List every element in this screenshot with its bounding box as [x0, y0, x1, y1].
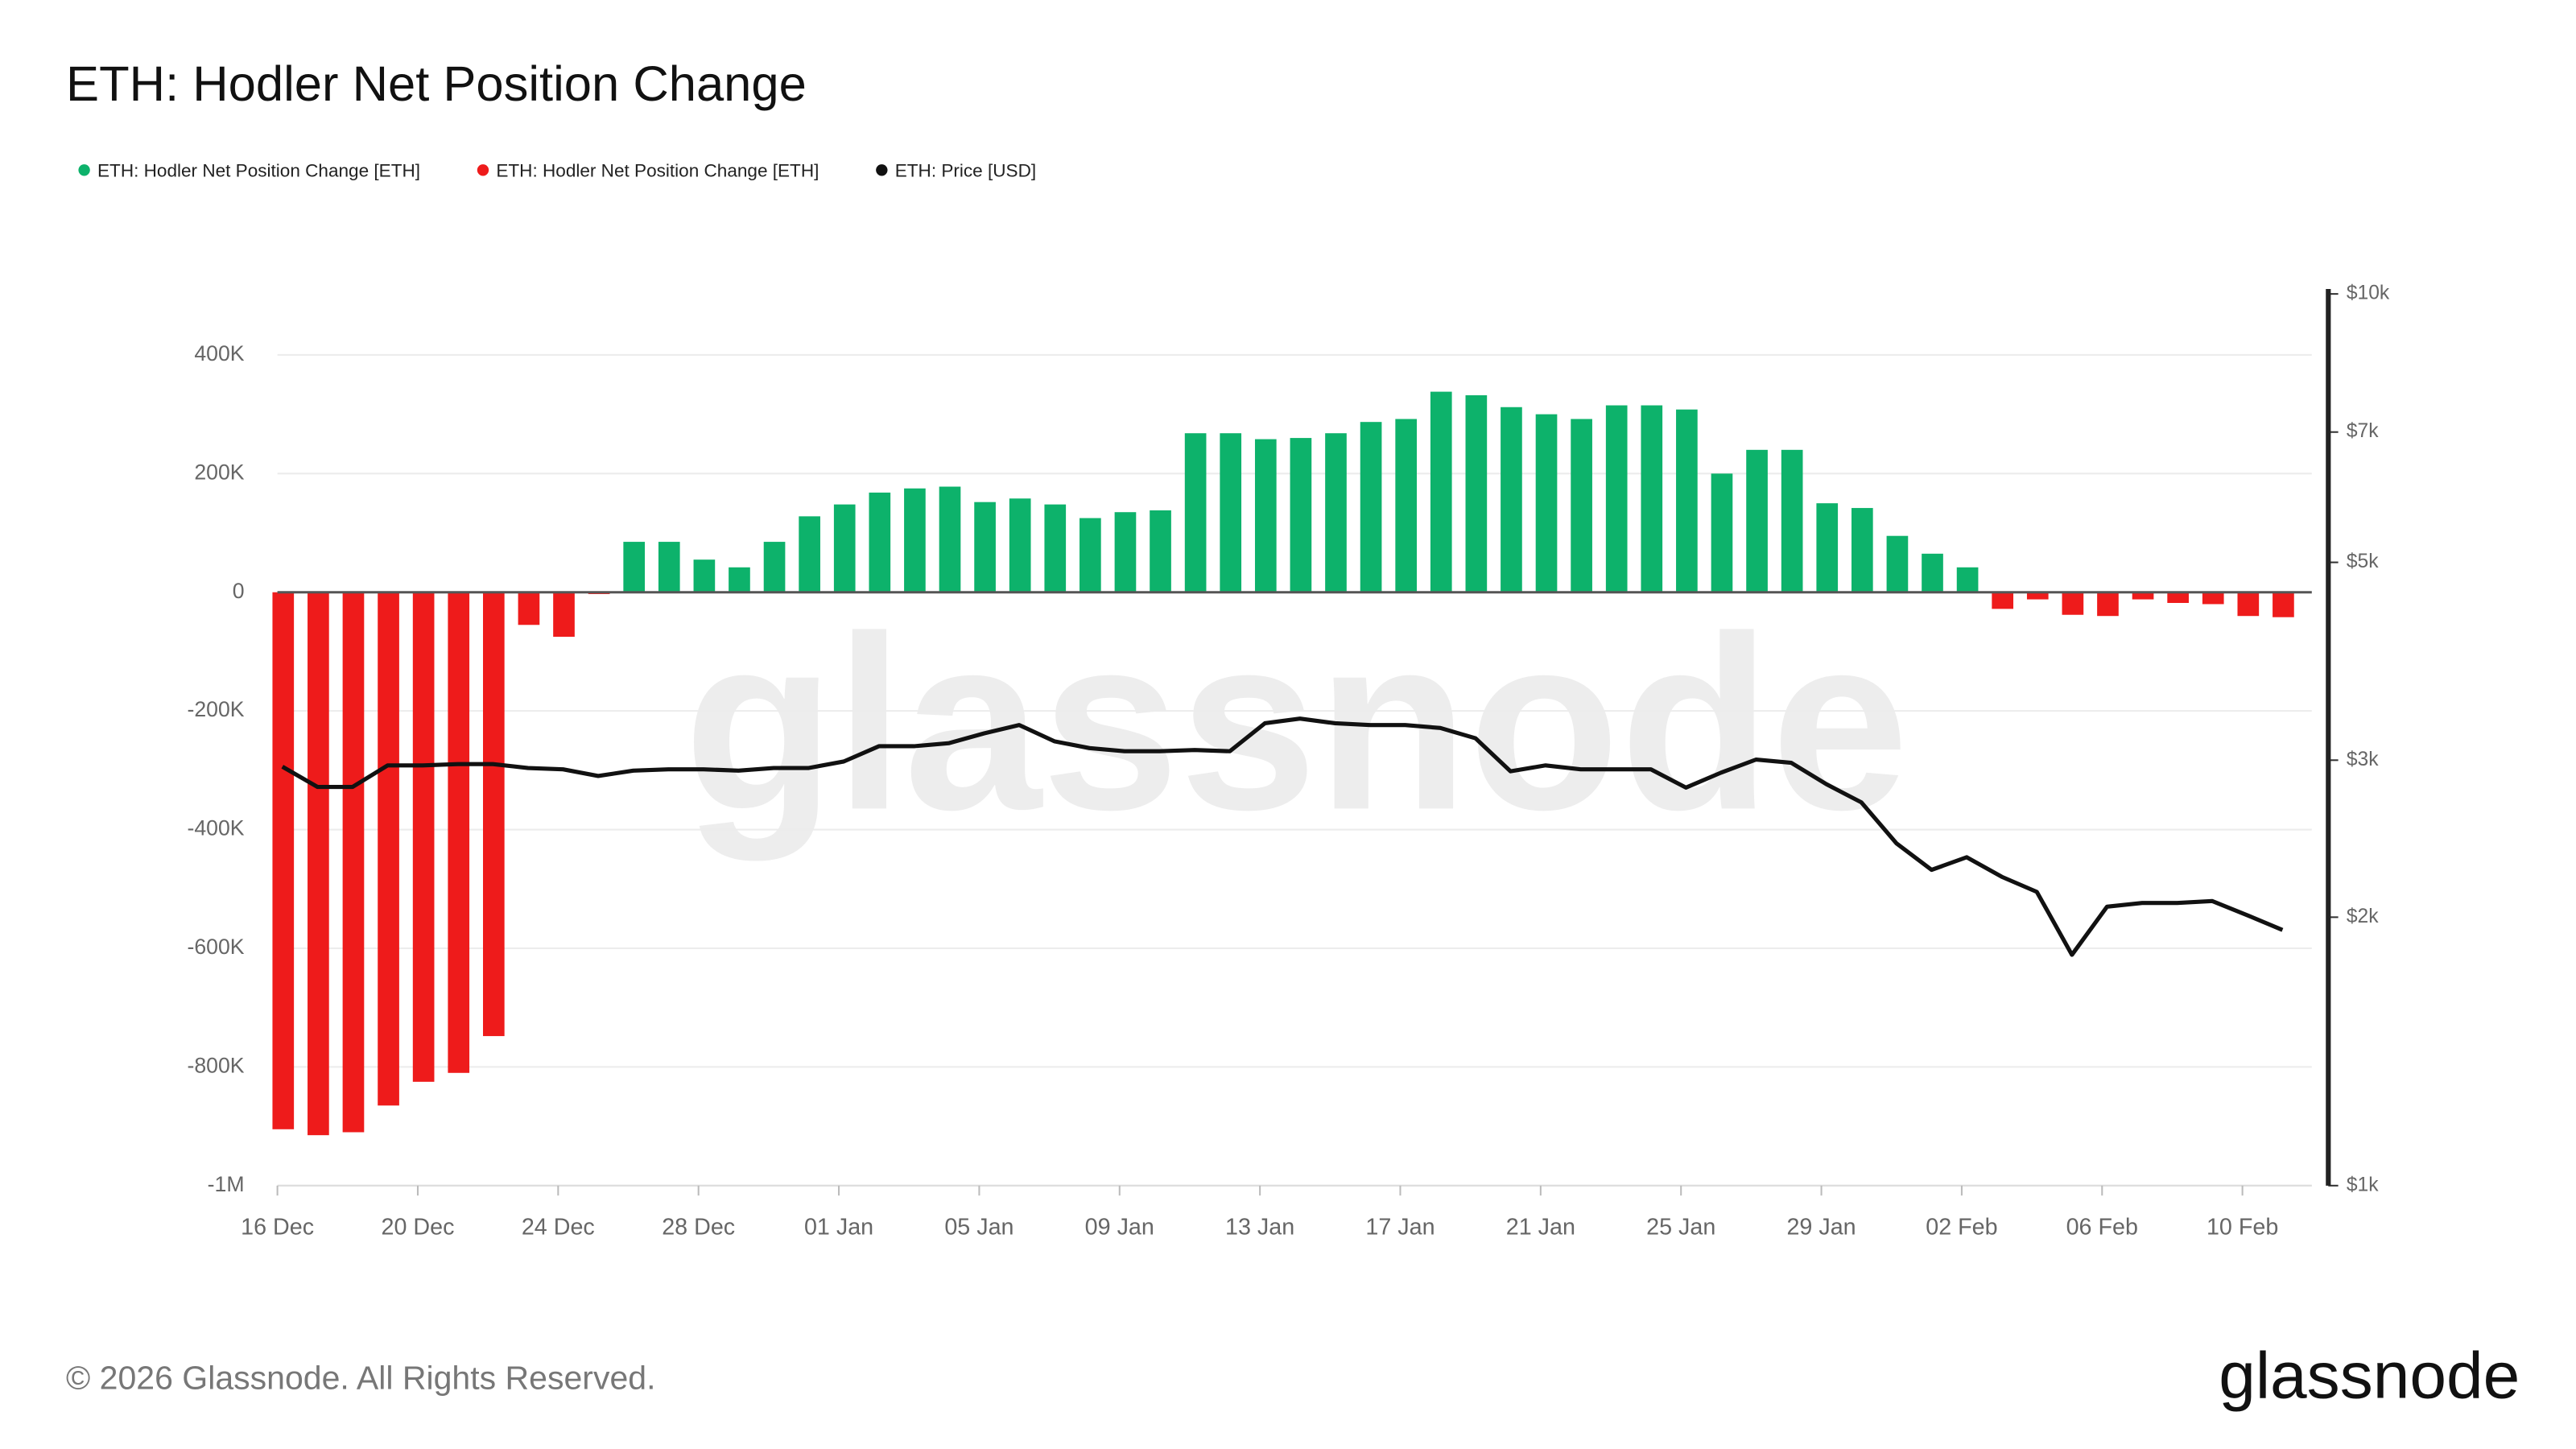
bar [1009, 498, 1031, 592]
bar [1501, 407, 1522, 592]
bar [1430, 391, 1452, 592]
x-tick-label: 09 Jan [1085, 1215, 1154, 1241]
bar [1080, 518, 1101, 592]
bar [1325, 433, 1347, 592]
y2-tick-label: $2k [2347, 906, 2379, 927]
bar [308, 592, 329, 1136]
x-tick-label: 06 Feb [2066, 1215, 2138, 1241]
bar [1254, 439, 1277, 592]
y-tick-label: 0 [233, 579, 245, 603]
bar [1711, 473, 1733, 592]
bar [2097, 592, 2119, 617]
x-tick-label: 21 Jan [1506, 1215, 1575, 1241]
bar [2167, 592, 2189, 603]
bar [2273, 592, 2294, 617]
x-tick-label: 10 Feb [2207, 1215, 2278, 1241]
logo: glassnode [2219, 1340, 2520, 1413]
bar [1465, 395, 1488, 592]
bar [904, 488, 926, 592]
x-tick-label: 13 Jan [1225, 1215, 1294, 1241]
bar [2026, 592, 2049, 600]
bar [1150, 510, 1171, 592]
y-tick-label: -200K [187, 697, 244, 721]
bar [1676, 409, 1698, 592]
x-tick-label: 25 Jan [1646, 1215, 1715, 1241]
bar [2202, 592, 2224, 605]
bar [623, 542, 646, 592]
bar [2237, 592, 2260, 617]
y-tick-label: 200K [194, 460, 244, 484]
bar [1992, 592, 2014, 609]
y2-tick-label: $3k [2347, 749, 2379, 770]
bar [1922, 553, 1943, 592]
legend-marker [876, 164, 888, 176]
bar [1360, 422, 1382, 592]
bar [1852, 508, 1873, 592]
bar [378, 592, 399, 1106]
bar [833, 504, 856, 592]
y2-tick-label: $5k [2347, 551, 2379, 572]
x-tick-label: 29 Jan [1786, 1215, 1856, 1241]
x-tick-label: 05 Jan [944, 1215, 1013, 1241]
bar [342, 592, 365, 1133]
x-tick-label: 16 Dec [241, 1215, 314, 1241]
x-tick-label: 24 Dec [522, 1215, 595, 1241]
bar [1114, 512, 1137, 592]
x-tick-label: 01 Jan [804, 1215, 873, 1241]
bar [1184, 433, 1207, 592]
watermark: glassnode [683, 584, 1909, 862]
bar [1290, 438, 1312, 592]
bar [1781, 449, 1803, 592]
legend-label: ETH: Price [USD] [895, 160, 1036, 180]
y2-tick-label: $1k [2347, 1174, 2379, 1195]
bar [1605, 405, 1628, 592]
bar [1816, 503, 1839, 592]
bar [1395, 419, 1417, 592]
bar [553, 592, 575, 638]
y-tick-label: -800K [187, 1053, 244, 1077]
bar [518, 592, 540, 625]
bar [939, 486, 961, 592]
legend-label: ETH: Hodler Net Position Change [ETH] [97, 160, 420, 180]
bar [448, 592, 470, 1073]
y2-tick-label: $7k [2347, 420, 2379, 442]
bar [869, 492, 891, 592]
bar [412, 592, 435, 1082]
bar [729, 567, 750, 592]
legend-marker [477, 164, 489, 176]
y-tick-label: -600K [187, 935, 244, 959]
chart-title: ETH: Hodler Net Position Change [66, 56, 807, 112]
bar [799, 516, 820, 592]
x-tick-label: 20 Dec [381, 1215, 454, 1241]
footer: © 2026 Glassnode. All Rights Reserved. [66, 1360, 655, 1397]
y-tick-label: -1M [208, 1172, 245, 1196]
bar [2132, 592, 2154, 600]
legend-marker [78, 164, 90, 176]
y-tick-label: -400K [187, 816, 244, 840]
bar [1746, 449, 1768, 592]
bar [483, 592, 505, 1037]
x-tick-label: 02 Feb [1926, 1215, 1997, 1241]
bar [1220, 433, 1242, 592]
bar [1641, 405, 1663, 592]
legend-label: ETH: Hodler Net Position Change [ETH] [496, 160, 819, 180]
bar [2062, 592, 2084, 615]
price-line [281, 716, 2284, 957]
bar [658, 542, 680, 592]
bar [272, 592, 295, 1129]
bar [1044, 504, 1067, 592]
bar [693, 559, 716, 592]
bar [974, 502, 996, 592]
bar [763, 542, 786, 592]
bar [1571, 419, 1592, 592]
y2-tick-label: $10k [2347, 283, 2390, 304]
x-tick-label: 28 Dec [662, 1215, 735, 1241]
x-tick-label: 17 Jan [1365, 1215, 1435, 1241]
y-tick-label: 400K [194, 341, 244, 365]
bar [1956, 567, 1979, 592]
bar [1535, 414, 1558, 592]
bar [1886, 535, 1909, 592]
